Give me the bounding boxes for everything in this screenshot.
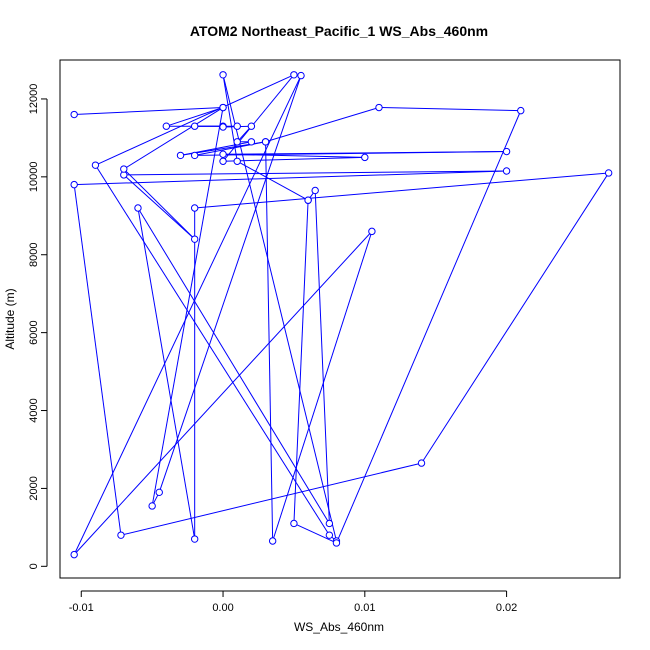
series-segment: [158, 75, 302, 493]
data-point: [219, 71, 227, 79]
data-point: [134, 204, 142, 212]
y-tick-label: 8000: [28, 242, 40, 266]
y-tick-label: 4000: [28, 398, 40, 422]
data-point: [368, 227, 376, 236]
x-tick-label: 0.01: [354, 602, 375, 614]
data-point: [233, 157, 241, 165]
data-point: [261, 138, 270, 146]
y-tick-label: 2000: [28, 476, 40, 500]
data-point: [290, 519, 298, 528]
y-axis: 0 2000 4000 6000 8000 10000 12000: [28, 84, 48, 569]
series-segment: [293, 523, 337, 544]
data-point: [117, 531, 125, 539]
series-points: [70, 71, 613, 559]
series-segment: [265, 141, 274, 542]
series-segment: [335, 110, 522, 544]
x-tick-label: 0.00: [212, 602, 233, 614]
data-point: [290, 71, 298, 79]
y-tick-label: 0: [28, 563, 40, 569]
series-segment: [123, 170, 507, 176]
series-segment: [194, 172, 609, 209]
series-segment: [73, 75, 302, 555]
data-point: [190, 151, 199, 160]
data-point: [70, 110, 78, 119]
data-point: [233, 138, 241, 146]
series-segment: [378, 107, 521, 112]
data-point: [268, 537, 277, 545]
series-lines: [73, 74, 610, 555]
data-point: [219, 123, 227, 131]
series-segment: [74, 107, 224, 116]
series-segment: [222, 74, 238, 162]
y-tick-label: 6000: [28, 320, 40, 344]
chart-title: ATOM2 Northeast_Pacific_1 WS_Abs_460nm: [190, 23, 488, 39]
series-segment: [223, 156, 365, 162]
series-segment: [223, 153, 365, 158]
series-segment: [123, 174, 196, 240]
series-segment: [222, 74, 337, 542]
series-segment: [293, 200, 309, 524]
x-tick-label: 0.02: [496, 602, 517, 614]
series-segment: [265, 107, 380, 143]
data-point: [219, 103, 227, 112]
y-axis-label: Altitude (m): [3, 288, 17, 349]
data-point: [311, 186, 319, 195]
x-axis: -0.01 0.00 0.01 0.02: [69, 590, 517, 614]
series-segment: [120, 462, 422, 536]
y-tick-label: 10000: [28, 162, 40, 193]
data-point: [517, 106, 525, 115]
series-segment: [123, 168, 196, 240]
data-point: [247, 122, 256, 130]
data-point: [247, 138, 256, 146]
data-point: [176, 151, 185, 160]
series-segment: [137, 207, 330, 524]
data-point: [604, 169, 613, 177]
data-point: [417, 459, 426, 467]
data-point: [148, 502, 156, 510]
x-tick-label: -0.01: [69, 602, 94, 614]
data-point: [502, 167, 511, 175]
data-point: [233, 122, 241, 130]
data-point: [190, 204, 199, 212]
data-point: [162, 122, 171, 130]
data-point: [375, 103, 383, 112]
data-point: [297, 71, 305, 80]
data-point: [219, 157, 227, 165]
data-point: [325, 531, 334, 539]
data-point: [304, 196, 312, 204]
series-segment: [123, 107, 224, 170]
series-segment: [95, 164, 330, 536]
data-point: [332, 539, 341, 547]
series-segment: [166, 107, 224, 127]
x-axis-label: WS_Abs_460nm: [294, 620, 384, 634]
series-segment: [95, 74, 295, 166]
series-segment: [236, 160, 309, 201]
data-point: [91, 161, 100, 169]
data-point: [190, 535, 199, 543]
y-tick-label: 12000: [28, 84, 40, 115]
series-segment: [314, 190, 330, 524]
data-point: [502, 147, 511, 156]
data-point: [70, 550, 78, 559]
data-point: [190, 122, 199, 130]
plot-frame: [59, 59, 621, 579]
data-point: [325, 519, 334, 528]
series-segment: [74, 170, 507, 186]
data-point: [361, 153, 369, 162]
series-segment: [272, 231, 373, 542]
data-point: [155, 488, 163, 497]
data-point: [120, 165, 128, 173]
series-segment: [73, 231, 373, 555]
series-segment: [151, 107, 224, 507]
series-segment: [421, 172, 610, 464]
series-segment: [223, 151, 507, 155]
data-point: [219, 150, 227, 158]
series-segment: [73, 184, 122, 536]
data-point: [70, 180, 78, 189]
data-point: [190, 235, 199, 243]
series-segment: [137, 207, 196, 540]
